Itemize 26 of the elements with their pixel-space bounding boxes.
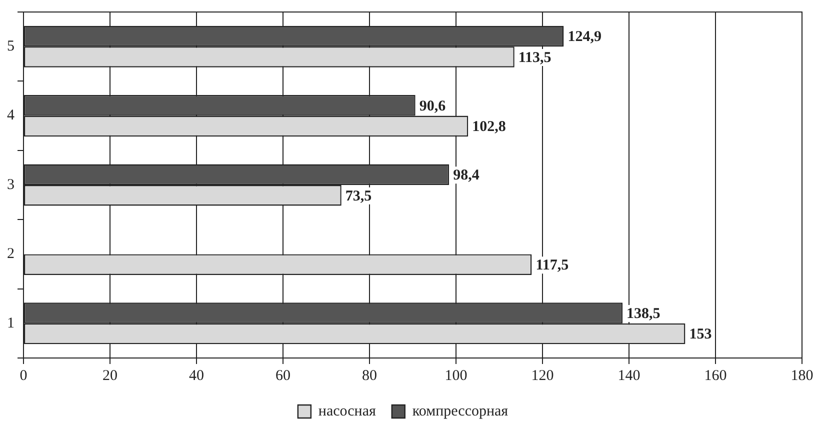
x-tick-label: 40 (189, 368, 204, 384)
legend-label: насосная (318, 403, 376, 420)
x-tick-label: 120 (531, 368, 554, 384)
data-label: 102,8 (472, 119, 506, 136)
data-label: 138,5 (626, 306, 660, 322)
y-tick-label: 4 (7, 108, 15, 124)
x-tick-label: 180 (790, 368, 814, 384)
data-label: 153 (689, 326, 712, 343)
x-tick-label: 160 (704, 368, 727, 384)
data-label: 113,5 (518, 50, 552, 66)
legend-label: компрессорная (412, 403, 508, 420)
y-tick-label: 3 (7, 176, 14, 193)
data-label: 124,9 (568, 29, 602, 46)
x-tick-label: 20 (102, 368, 118, 384)
y-tick-label: 2 (7, 246, 14, 262)
data-label: 117,5 (536, 257, 569, 274)
x-tick-label: 140 (618, 368, 640, 384)
y-tick-label: 5 (7, 38, 14, 55)
x-tick-label: 100 (444, 368, 468, 384)
data-label: 90,6 (419, 98, 446, 114)
data-label: 98,4 (453, 167, 480, 184)
y-tick-label: 1 (7, 315, 14, 332)
data-label: 73,5 (345, 188, 372, 204)
x-tick-label: 0 (20, 368, 28, 384)
x-tick-label: 60 (276, 368, 290, 384)
x-tick-label: 80 (362, 368, 377, 384)
